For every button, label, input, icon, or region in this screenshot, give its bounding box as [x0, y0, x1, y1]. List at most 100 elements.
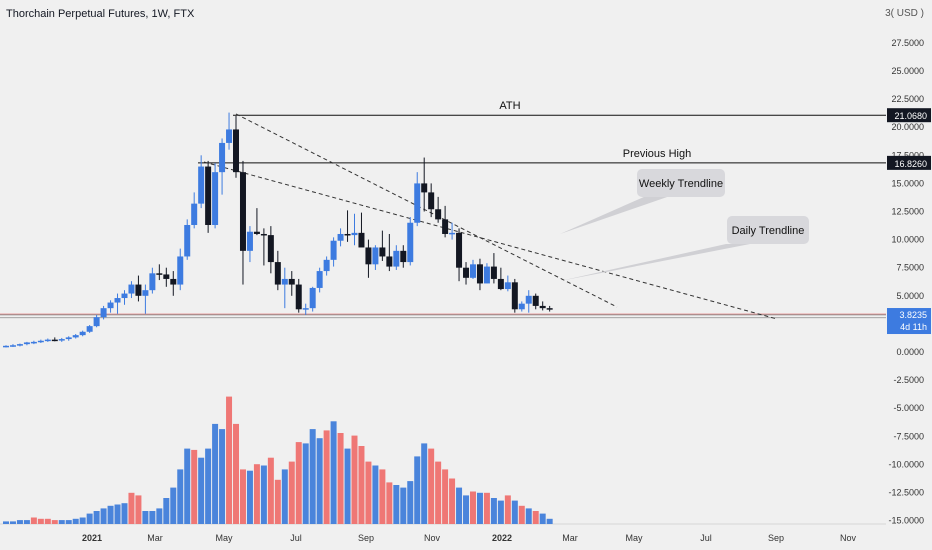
callout-pointer [560, 196, 670, 234]
volume-bar [246, 470, 253, 524]
candle-body [449, 232, 456, 235]
volume-bar [58, 520, 65, 524]
volume-bar [128, 492, 135, 524]
level-price-text: 21.0680 [894, 111, 927, 121]
y-tick-label: 22.5000 [891, 94, 924, 104]
volume-bar [400, 487, 407, 524]
candle-body [511, 282, 518, 310]
volume-bar [442, 469, 449, 524]
candle-body [184, 224, 191, 257]
candle-body [316, 271, 323, 288]
last-price-tag [887, 308, 931, 335]
volume-bar [205, 448, 212, 524]
volume-bar [23, 520, 30, 524]
y-tick-label: -5.0000 [893, 403, 924, 413]
volume-bar [163, 498, 170, 524]
candle-body [421, 183, 428, 193]
volume-bar [30, 517, 37, 524]
candle-body [163, 274, 170, 279]
candle-body [337, 233, 344, 241]
candle-body [93, 317, 100, 327]
x-tick-label: May [625, 533, 643, 543]
candle-body [372, 247, 379, 265]
candle-body [219, 142, 226, 173]
volume-bar [267, 457, 274, 524]
candle-body [44, 339, 51, 342]
candle-body [246, 231, 253, 251]
candle-body [344, 233, 351, 236]
volume-bar [107, 505, 114, 524]
candle-body [65, 337, 72, 340]
level-price-tag [887, 155, 931, 170]
volume-bar [260, 465, 267, 524]
volume-bar [219, 429, 226, 524]
candle-body [393, 250, 400, 267]
candle-body [128, 284, 135, 294]
candle-body [267, 235, 274, 263]
candle-body [428, 192, 435, 210]
callout-label: Weekly Trendline [639, 178, 723, 190]
candle-body [114, 298, 121, 303]
weekly-trendline [235, 113, 618, 308]
candle-body [135, 284, 142, 296]
volume-bar [309, 429, 316, 524]
level-price-tag [887, 108, 931, 123]
candle-body [191, 203, 198, 225]
volume-bar [504, 495, 511, 524]
volume-bar [114, 504, 121, 524]
volume-bar [16, 520, 23, 524]
candle-body [9, 345, 16, 347]
chart-title: Thorchain Perpetual Futures, 1W, FTX [6, 8, 195, 20]
y-tick-label: -7.5000 [893, 431, 924, 441]
candle-body [323, 259, 330, 272]
y-tick-label: 20.0000 [891, 122, 924, 132]
candle-body [212, 172, 219, 225]
volume-bar [302, 443, 309, 524]
candle-body [233, 129, 240, 173]
volume-bar [198, 457, 205, 524]
volume-bar [212, 423, 219, 524]
price-axis [886, 0, 932, 550]
y-tick-label: 25.0000 [891, 66, 924, 76]
candle-body [400, 250, 407, 263]
y-tick-label: 7.5000 [896, 263, 924, 273]
volume-bar [414, 456, 421, 524]
volume-bar [274, 479, 281, 524]
candle-body [386, 256, 393, 267]
candle-body [142, 290, 149, 296]
x-tick-label: Nov [424, 533, 441, 543]
candle-body [302, 308, 309, 310]
volume-bar [421, 443, 428, 524]
candle-body [497, 278, 504, 290]
volume-bar [372, 465, 379, 524]
volume-bar [9, 521, 16, 524]
y-tick-label: 15.0000 [891, 178, 924, 188]
volume-bar [156, 508, 163, 524]
candle-body [379, 247, 386, 257]
volume-bar [100, 508, 107, 524]
candle-body [351, 232, 358, 236]
candle-body [51, 339, 58, 342]
candle-body [414, 183, 421, 223]
volume-bar [435, 461, 442, 524]
y-tick-label: 27.5000 [891, 38, 924, 48]
x-tick-label: Jul [700, 533, 712, 543]
y-tick-label: 10.0000 [891, 235, 924, 245]
volume-bar [170, 487, 177, 524]
candle-body [30, 341, 37, 344]
candle-body [253, 231, 260, 234]
volume-bar [121, 503, 128, 524]
candle-body [525, 295, 532, 304]
y-tick-label: 5.0000 [896, 291, 924, 301]
candle-body [23, 342, 30, 345]
candle-body [239, 172, 246, 251]
candle-body [177, 256, 184, 285]
volume-bar [177, 469, 184, 524]
volume-bar [316, 438, 323, 524]
candle-body [72, 335, 79, 338]
candle-body [442, 219, 449, 234]
candle-body [149, 273, 156, 291]
volume-bar [65, 520, 72, 524]
